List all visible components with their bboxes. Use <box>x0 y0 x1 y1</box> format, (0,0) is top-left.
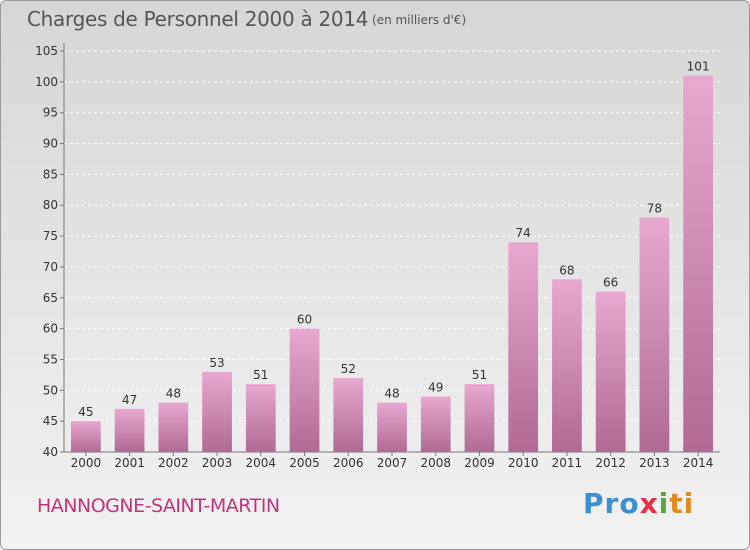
x-tick-label-2008: 2008 <box>420 456 451 470</box>
y-tick-label: 80 <box>43 198 58 212</box>
chart-subtitle: (en milliers d'€) <box>372 13 467 27</box>
data-label-2010: 74 <box>516 226 531 240</box>
y-tick-label: 75 <box>43 229 58 243</box>
labels: 40 45 50 55 60 65 70 75 80 85 90 95 100 105 45 2000 47 20… <box>35 44 713 470</box>
bar-2014 <box>683 75 714 452</box>
data-label-2001: 47 <box>122 393 137 407</box>
data-label-2004: 51 <box>253 368 268 382</box>
y-tick-label: 85 <box>43 167 58 181</box>
y-tick-label: 65 <box>43 291 58 305</box>
data-label-2006: 52 <box>341 362 356 376</box>
data-label-2003: 53 <box>209 356 224 370</box>
y-tick-label: 50 <box>43 383 58 397</box>
chart-title: Charges de Personnel 2000 à 2014 <box>27 7 369 31</box>
y-tick-label: 55 <box>43 352 58 366</box>
x-tick-label-2011: 2011 <box>552 456 583 470</box>
y-tick-label: 45 <box>43 414 58 428</box>
x-tick-label-2007: 2007 <box>377 456 408 470</box>
data-label-2000: 45 <box>78 405 93 419</box>
x-tick-label-2000: 2000 <box>71 456 102 470</box>
bar-2007 <box>377 402 407 452</box>
y-tick-label: 100 <box>35 75 58 89</box>
y-tick-label: 60 <box>43 322 58 336</box>
x-tick-label-2010: 2010 <box>508 456 539 470</box>
data-label-2013: 78 <box>647 202 662 216</box>
x-tick-label-2005: 2005 <box>289 456 320 470</box>
x-tick-label-2003: 2003 <box>202 456 233 470</box>
data-label-2009: 51 <box>472 368 487 382</box>
y-tick-label: 90 <box>43 137 58 151</box>
y-tick-label: 95 <box>43 106 58 120</box>
bar-2012 <box>595 291 626 452</box>
bar-2001 <box>114 408 145 452</box>
x-tick-label-2001: 2001 <box>114 456 145 470</box>
data-label-2014: 101 <box>687 60 710 74</box>
data-label-2002: 48 <box>166 387 181 401</box>
x-tick-label-2006: 2006 <box>333 456 364 470</box>
bar-2003 <box>202 371 232 452</box>
x-tick-label-2012: 2012 <box>595 456 626 470</box>
data-label-2008: 49 <box>428 380 443 394</box>
bar-2000 <box>70 421 101 452</box>
data-label-2011: 68 <box>559 263 574 277</box>
x-tick-label-2002: 2002 <box>158 456 189 470</box>
proxiti-logo: Proxiti <box>583 487 695 520</box>
bar-2009 <box>464 384 495 452</box>
bar-2004 <box>245 384 276 452</box>
bar-2005 <box>289 328 320 452</box>
commune-name: HANNOGNE-SAINT-MARTIN <box>37 495 280 517</box>
y-tick-label: 40 <box>43 445 58 459</box>
bar-2008 <box>420 396 451 452</box>
bar-2011 <box>552 279 582 452</box>
bar-2002 <box>158 402 189 452</box>
x-tick-label-2013: 2013 <box>639 456 670 470</box>
bar-2006 <box>333 377 364 452</box>
bars <box>70 75 714 452</box>
bar-2010 <box>508 242 539 452</box>
x-tick-label-2009: 2009 <box>464 456 495 470</box>
bar-2013 <box>639 217 670 452</box>
x-tick-label-2004: 2004 <box>246 456 277 470</box>
x-tick-label-2014: 2014 <box>683 456 714 470</box>
y-tick-label: 70 <box>43 260 58 274</box>
data-label-2012: 66 <box>603 276 618 290</box>
data-label-2007: 48 <box>384 387 399 401</box>
y-tick-label: 105 <box>35 44 58 58</box>
data-label-2005: 60 <box>297 313 312 327</box>
